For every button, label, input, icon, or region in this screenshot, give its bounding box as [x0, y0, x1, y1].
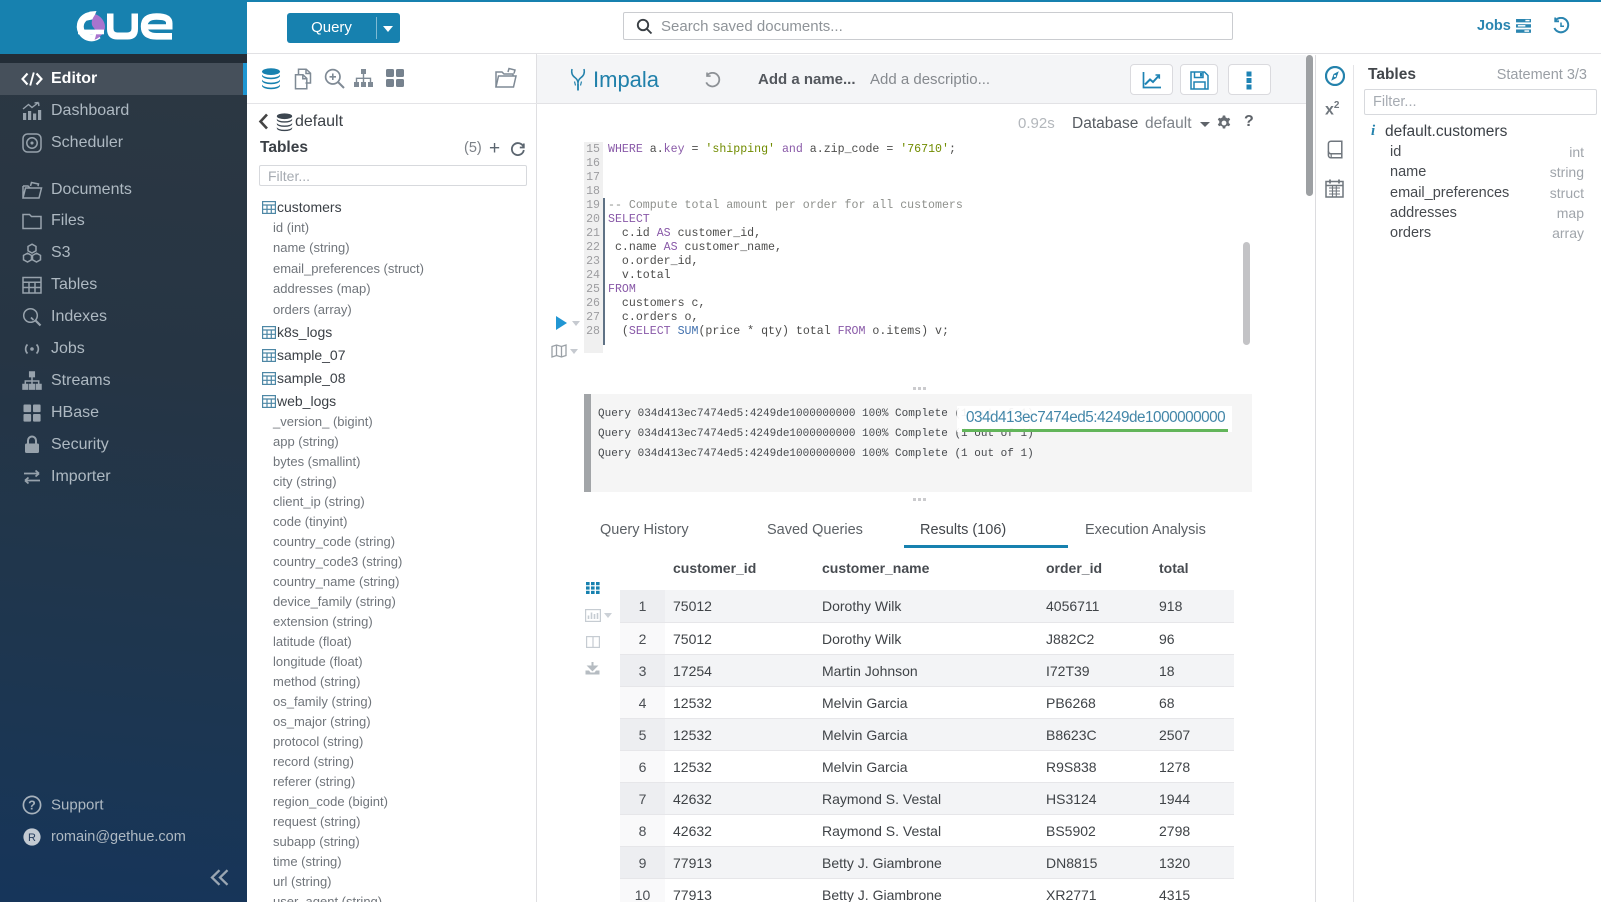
svg-text:R: R: [28, 832, 36, 844]
svg-text:?: ?: [28, 798, 36, 812]
